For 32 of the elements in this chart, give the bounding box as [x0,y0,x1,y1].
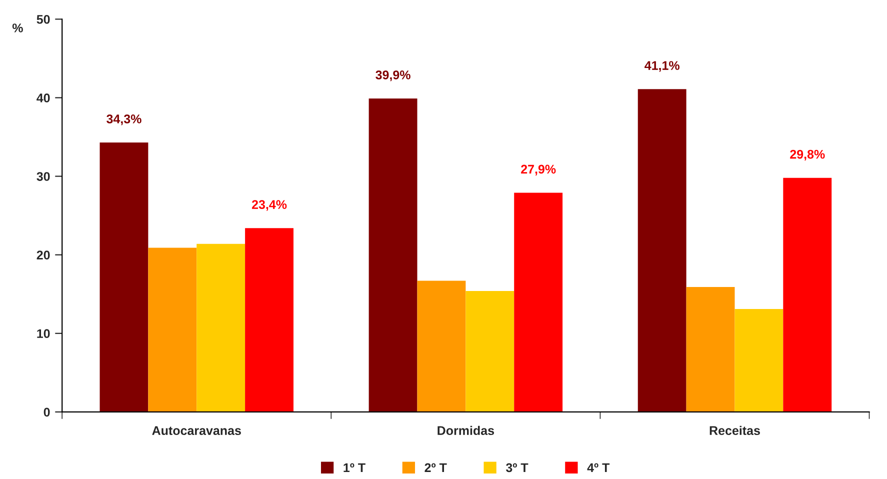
bar [638,89,686,412]
data-label: 39,9% [376,70,410,82]
bar [245,228,294,412]
y-tick-label: 30 [36,172,50,181]
bar [100,142,148,412]
y-tick-label: 50 [36,14,50,24]
data-label: 23,4% [252,200,287,211]
y-tick-label: 20 [36,250,50,260]
legend-label: 3º T [506,463,528,472]
data-label: 27,9% [521,164,556,176]
y-tick-label: 10 [37,329,50,338]
bar [686,287,735,412]
x-tick-label: Receitas [710,426,760,436]
data-label: 34,3% [106,114,142,126]
y-tick-label: 0 [44,408,50,417]
bar [734,309,784,412]
bar [466,290,514,412]
legend-label: 2º T [424,463,447,472]
bar [417,280,466,412]
data-label: 29,8% [790,150,825,161]
bar [196,244,246,412]
bar [514,192,563,412]
bar [368,98,418,412]
y-tick-label: 40 [36,94,50,102]
legend-label: 1º T [344,463,366,472]
x-tick-label: Dormidas [438,426,494,436]
legend-label: 4º T [587,463,610,472]
y-axis-title: % [12,24,23,32]
bar [148,248,197,412]
x-tick-label: Autocaravanas [152,426,241,436]
data-label: 41,1% [644,61,680,72]
bar [783,178,832,412]
